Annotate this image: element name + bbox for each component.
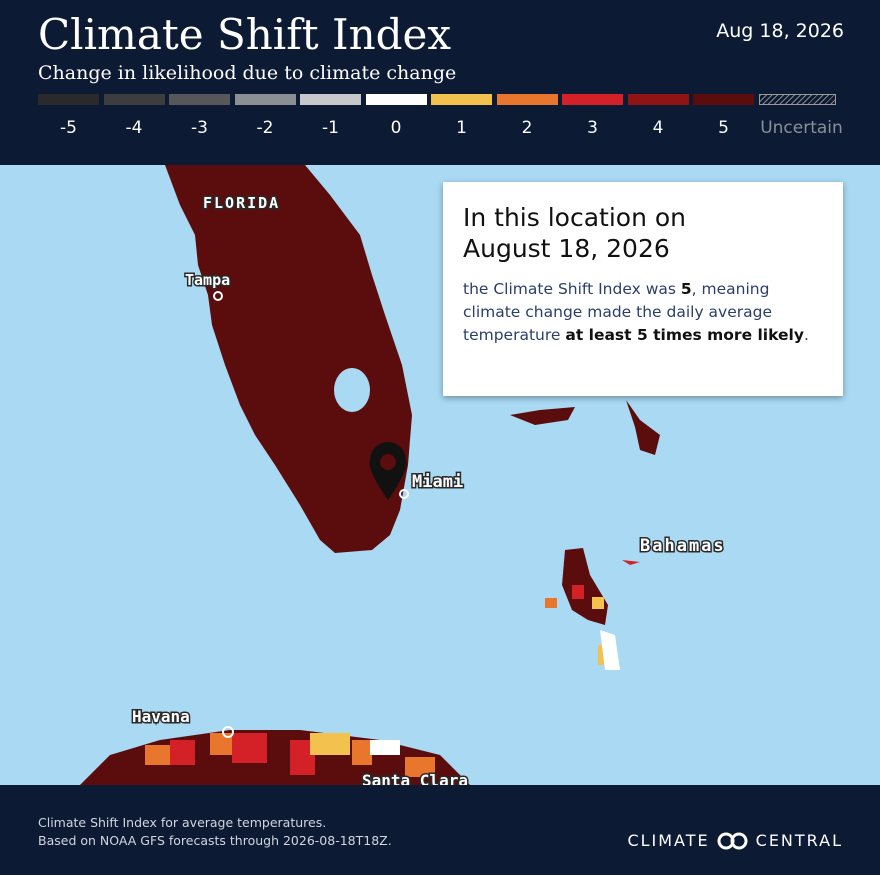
date: Aug 18, 2026 — [716, 20, 844, 42]
legend-swatch — [431, 94, 492, 105]
legend-swatch — [234, 94, 296, 105]
text: . — [803, 326, 809, 344]
legend-label: -2 — [256, 118, 274, 138]
map-label: Havana — [132, 707, 190, 726]
legend-label: 1 — [456, 118, 467, 138]
map-label: Miami — [412, 472, 463, 492]
island — [510, 407, 575, 425]
legend-swatch — [365, 94, 427, 105]
heading-line: August 18, 2026 — [463, 234, 670, 263]
legend-swatch — [496, 94, 558, 105]
legend-label: 5 — [718, 118, 729, 138]
legend-swatch — [562, 94, 623, 105]
legend-swatch — [38, 94, 99, 105]
footer-note: Climate Shift Index for average temperat… — [38, 814, 392, 850]
legend-label: Uncertain — [760, 118, 843, 138]
legend-label: -4 — [125, 118, 143, 138]
subtitle: Change in likelihood due to climate chan… — [38, 62, 457, 84]
legend-label: 3 — [587, 118, 598, 138]
legend-swatch — [103, 94, 165, 105]
text: the Climate Shift Index was — [463, 280, 681, 298]
legend-swatch — [169, 94, 230, 105]
brand-logo — [717, 832, 748, 849]
legend-label: -1 — [322, 118, 339, 138]
lake — [334, 368, 370, 412]
legend-label: -5 — [60, 118, 77, 138]
emphasis: at least 5 times more likely — [565, 326, 804, 344]
callout-heading: In this location on August 18, 2026 — [463, 202, 823, 264]
title: Climate Shift Index — [38, 10, 452, 59]
heading-line: In this location on — [463, 203, 687, 232]
brand: CLIMATE CENTRAL — [627, 831, 843, 850]
legend-label: 2 — [521, 118, 533, 138]
map-label: Bahamas — [640, 536, 726, 556]
legend-swatch — [758, 94, 836, 105]
map-label: Tampa — [185, 271, 230, 289]
legend-swatch — [300, 94, 361, 105]
legend-label: 0 — [390, 118, 402, 138]
legend-label: -3 — [191, 118, 208, 138]
map-label: FLORIDA — [203, 194, 280, 212]
florida — [165, 165, 412, 553]
island — [626, 400, 660, 455]
footer-line: Based on NOAA GFS forecasts through 2026… — [38, 833, 392, 848]
legend-label: 4 — [652, 118, 664, 138]
text: , meaning climate change made the daily … — [463, 280, 773, 344]
callout: In this location on August 18, 2026 the C… — [443, 182, 843, 396]
index-value: 5 — [680, 280, 692, 298]
legend-swatch — [693, 94, 754, 105]
footer-line: Climate Shift Index for average temperat… — [38, 815, 327, 830]
map-label: Santa Clara — [362, 771, 468, 785]
brand-text: CENTRAL — [755, 831, 843, 850]
location-pin — [369, 442, 407, 500]
brand-text: CLIMATE — [627, 831, 710, 850]
legend: -5 -4 -3 -2 -1 0 1 2 3 4 5 Uncertain — [38, 94, 858, 144]
legend-swatch — [627, 94, 689, 105]
callout-body: the Climate Shift Index was 5, meaning c… — [463, 278, 823, 347]
